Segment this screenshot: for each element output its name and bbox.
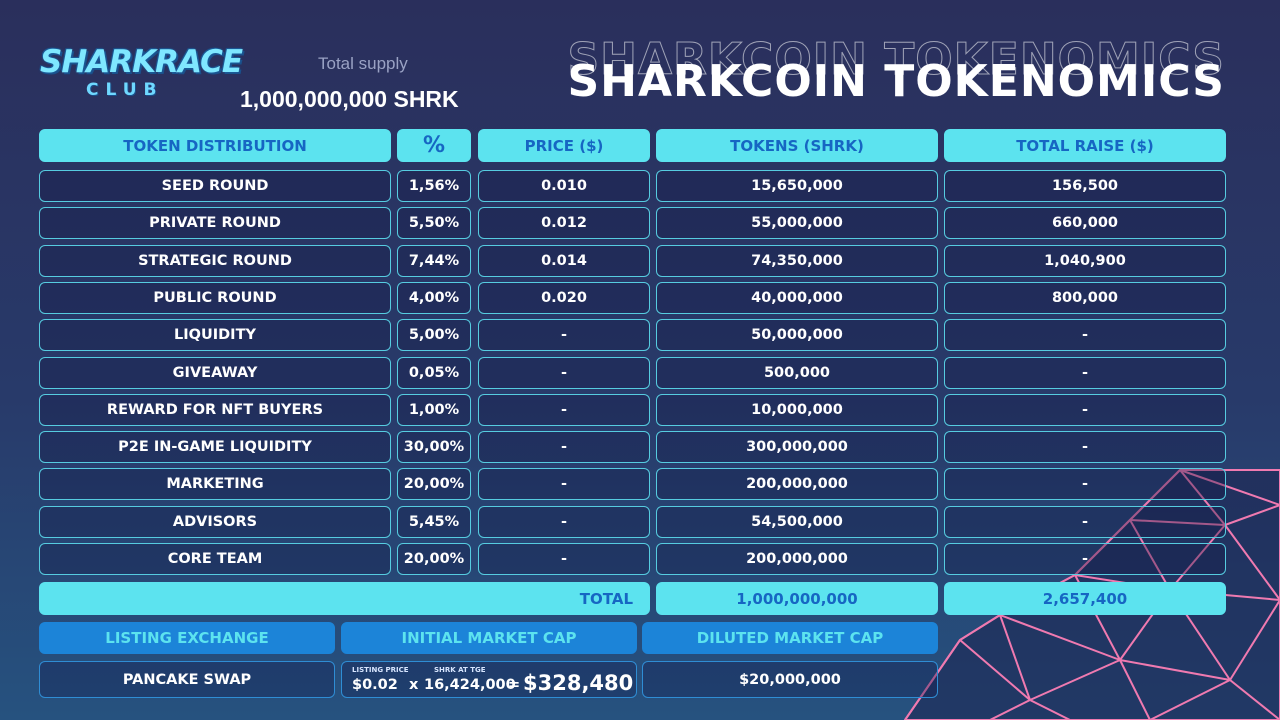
row-label: GIVEAWAY <box>39 357 391 389</box>
header-initial-market-cap: INITIAL MARKET CAP <box>341 622 637 654</box>
row-tokens: 10,000,000 <box>656 394 938 426</box>
row-tokens: 300,000,000 <box>656 431 938 463</box>
row-price: - <box>478 431 650 463</box>
row-tokens: 15,650,000 <box>656 170 938 202</box>
header-total-raise: TOTAL RAISE ($) <box>944 129 1226 162</box>
initial-market-cap-value: $328,480 <box>523 671 634 695</box>
total-tokens: 1,000,000,000 <box>656 582 938 615</box>
header-price: PRICE ($) <box>478 129 650 162</box>
row-price: - <box>478 506 650 538</box>
row-total-raise: 660,000 <box>944 207 1226 239</box>
row-percent: 30,00% <box>397 431 471 463</box>
row-tokens: 50,000,000 <box>656 319 938 351</box>
row-label: LIQUIDITY <box>39 319 391 351</box>
row-total-raise: - <box>944 319 1226 351</box>
row-total-raise: - <box>944 468 1226 500</box>
row-label: P2E IN-GAME LIQUIDITY <box>39 431 391 463</box>
total-label: TOTAL <box>39 582 650 615</box>
total-supply-value: 1,000,000,000 SHRK <box>240 86 459 112</box>
row-tokens: 54,500,000 <box>656 506 938 538</box>
total-raise: 2,657,400 <box>944 582 1226 615</box>
row-total-raise: - <box>944 506 1226 538</box>
equals-sign: = <box>508 677 521 693</box>
row-tokens: 200,000,000 <box>656 468 938 500</box>
header-tokens: TOKENS (SHRK) <box>656 129 938 162</box>
row-percent: 5,45% <box>397 506 471 538</box>
row-label: STRATEGIC ROUND <box>39 245 391 277</box>
row-price: 0.020 <box>478 282 650 314</box>
multiply-sign: x <box>409 677 419 693</box>
row-label: MARKETING <box>39 468 391 500</box>
row-label: CORE TEAM <box>39 543 391 575</box>
row-tokens: 55,000,000 <box>656 207 938 239</box>
row-price: - <box>478 357 650 389</box>
row-percent: 20,00% <box>397 543 471 575</box>
total-supply-label: Total supply <box>318 54 408 73</box>
initial-market-cap-box: LISTING PRICE SHRK AT TGE $0.02 x 16,424… <box>341 661 637 698</box>
row-total-raise: - <box>944 394 1226 426</box>
logo-subtitle: CLUB <box>86 80 164 100</box>
row-price: - <box>478 394 650 426</box>
shrk-at-tge-value: 16,424,000 <box>424 677 516 693</box>
row-percent: 4,00% <box>397 282 471 314</box>
row-total-raise: 1,040,900 <box>944 245 1226 277</box>
row-percent: 5,00% <box>397 319 471 351</box>
row-total-raise: - <box>944 431 1226 463</box>
row-price: - <box>478 319 650 351</box>
row-total-raise: - <box>944 357 1226 389</box>
row-label: REWARD FOR NFT BUYERS <box>39 394 391 426</box>
diluted-market-cap-value: $20,000,000 <box>642 661 938 698</box>
row-total-raise: - <box>944 543 1226 575</box>
logo-wordmark: SHARKRACE <box>40 44 243 80</box>
row-percent: 5,50% <box>397 207 471 239</box>
row-price: 0.012 <box>478 207 650 239</box>
row-tokens: 500,000 <box>656 357 938 389</box>
row-percent: 0,05% <box>397 357 471 389</box>
listing-price-value: $0.02 <box>352 677 398 693</box>
row-price: - <box>478 468 650 500</box>
listing-exchange-value: PANCAKE SWAP <box>39 661 335 698</box>
title-outline: SHARKCOIN TOKENOMICS <box>567 34 1225 86</box>
header-diluted-market-cap: DILUTED MARKET CAP <box>642 622 938 654</box>
row-tokens: 200,000,000 <box>656 543 938 575</box>
row-label: PUBLIC ROUND <box>39 282 391 314</box>
row-label: PRIVATE ROUND <box>39 207 391 239</box>
row-price: 0.010 <box>478 170 650 202</box>
sharkrace-club-logo: SHARKRACE CLUB <box>38 40 243 110</box>
row-total-raise: 156,500 <box>944 170 1226 202</box>
row-label: ADVISORS <box>39 506 391 538</box>
header-listing-exchange: LISTING EXCHANGE <box>39 622 335 654</box>
row-percent: 20,00% <box>397 468 471 500</box>
row-label: SEED ROUND <box>39 170 391 202</box>
header-token-distribution: TOKEN DISTRIBUTION <box>39 129 391 162</box>
row-tokens: 74,350,000 <box>656 245 938 277</box>
shrk-at-tge-label: SHRK AT TGE <box>434 666 486 674</box>
row-total-raise: 800,000 <box>944 282 1226 314</box>
listing-price-label: LISTING PRICE <box>352 666 409 674</box>
row-tokens: 40,000,000 <box>656 282 938 314</box>
row-percent: 7,44% <box>397 245 471 277</box>
page-title: SHARKCOIN TOKENOMICS <box>567 56 1225 107</box>
row-percent: 1,00% <box>397 394 471 426</box>
header-percent: % <box>397 129 471 162</box>
row-percent: 1,56% <box>397 170 471 202</box>
row-price: - <box>478 543 650 575</box>
row-price: 0.014 <box>478 245 650 277</box>
